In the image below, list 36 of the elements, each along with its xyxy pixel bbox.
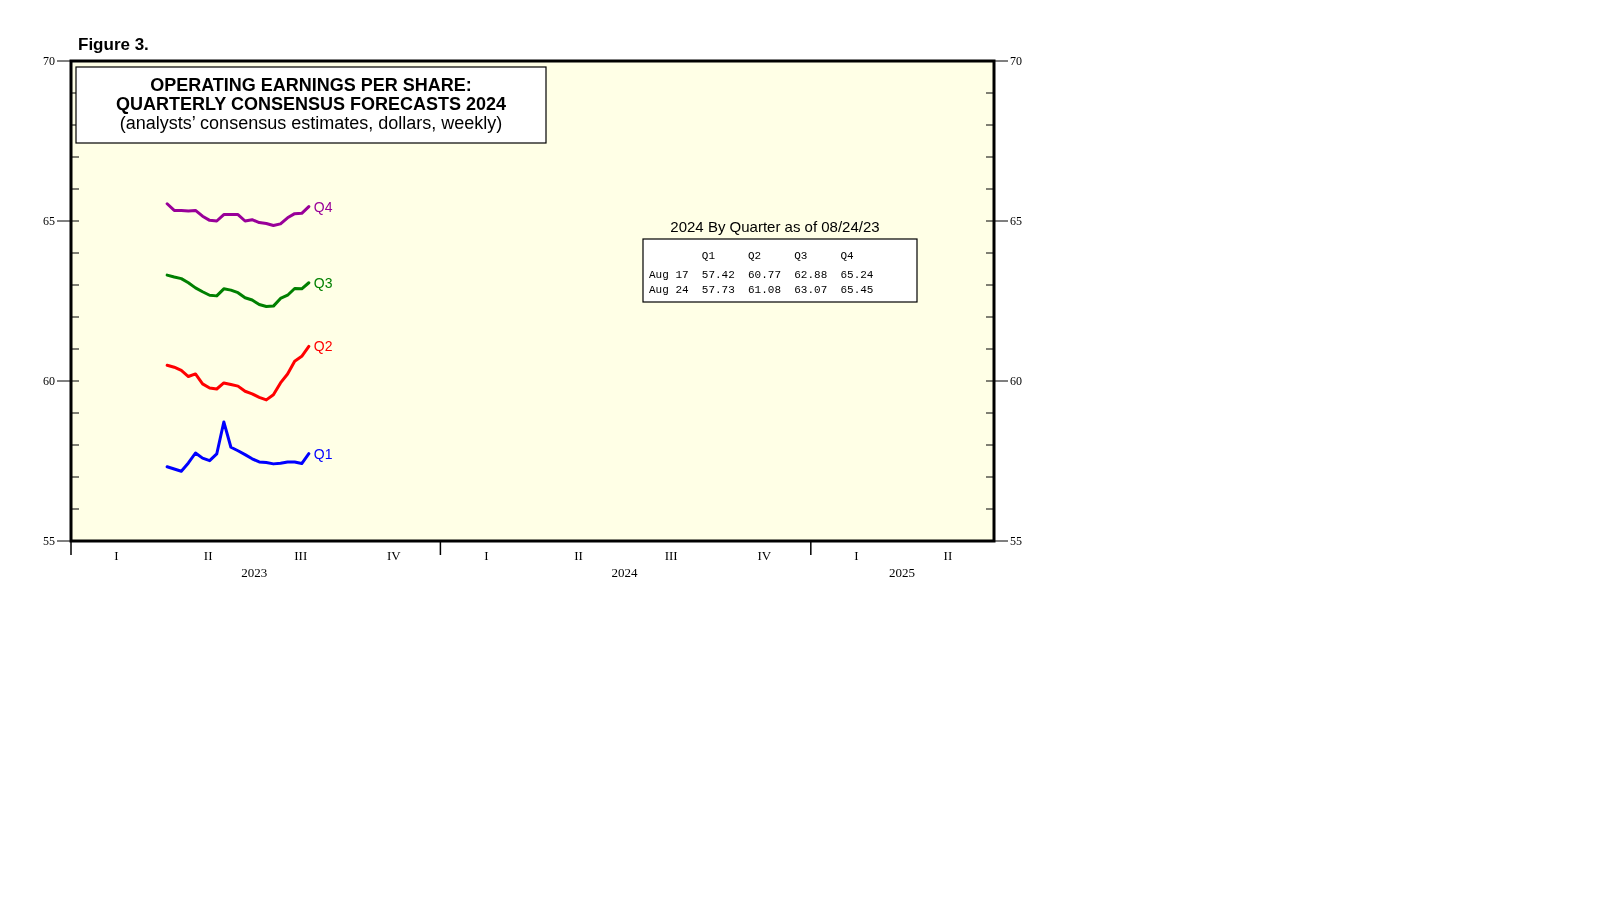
y2-tick-label: 55 xyxy=(1010,534,1022,548)
y2-tick-label: 60 xyxy=(1010,374,1022,388)
y-tick-label: 70 xyxy=(43,54,55,68)
text: IV xyxy=(386,548,402,563)
y2-tick-label: 65 xyxy=(1010,214,1022,228)
series-label: Q2 xyxy=(313,338,333,355)
series-label: Q1 xyxy=(313,445,333,462)
text: (analysts’ consensus estimates, dollars, weekly) xyxy=(119,113,503,133)
text: III xyxy=(294,548,308,563)
series-label: Q4 xyxy=(313,198,333,215)
line-series xyxy=(165,202,311,227)
text: OPERATING EARNINGS PER SHARE: QUARTERLY CONSENSUS FORECASTS 2024 xyxy=(115,75,507,114)
annotation: 2024 By Quarter as of 08/24/23 xyxy=(670,218,880,235)
annotation: Q1 Q2 Q3 Q4 xyxy=(649,250,855,262)
caption: Figure 3. xyxy=(78,35,149,54)
y-tick-label: 65 xyxy=(43,214,55,228)
text: IV xyxy=(757,548,772,563)
x-tick-label: 2023 xyxy=(241,565,268,580)
text: II xyxy=(943,548,953,563)
annotation: Aug 24 57.73 61.08 63.07 65.45 xyxy=(649,284,874,296)
text: II xyxy=(574,548,583,563)
x-tick-label: 2025 xyxy=(888,565,915,580)
text: II xyxy=(203,548,213,563)
y-tick-label: 55 xyxy=(43,534,55,548)
line-series xyxy=(165,344,311,402)
text: I xyxy=(854,548,859,563)
annotation: Aug 17 57.42 60.77 62.88 65.24 xyxy=(649,269,874,281)
x-tick-label: 2024 xyxy=(611,565,639,580)
text: I xyxy=(114,548,119,563)
line-series xyxy=(165,273,311,308)
y-tick-label: 60 xyxy=(43,374,55,388)
line-series xyxy=(165,420,311,473)
text: I xyxy=(484,548,489,563)
text: III xyxy=(664,548,678,563)
y2-tick-label: 70 xyxy=(1010,54,1022,68)
series-label: Q3 xyxy=(313,274,333,291)
